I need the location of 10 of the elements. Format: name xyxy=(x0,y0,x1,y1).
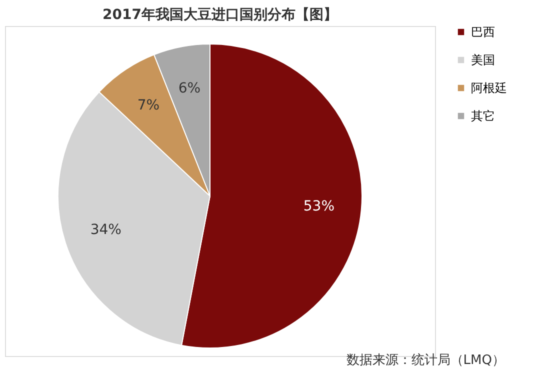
source-note: 数据来源：统计局（LMQ） xyxy=(346,353,505,368)
legend-label: 巴西 xyxy=(471,25,495,39)
data-label: 34% xyxy=(90,222,122,238)
legend-label: 美国 xyxy=(471,53,495,67)
legend-label: 其它 xyxy=(471,109,495,123)
legend-label: 阿根廷 xyxy=(471,81,507,95)
data-label: 7% xyxy=(137,97,160,114)
data-label: 6% xyxy=(178,80,201,96)
chart-title: 2017年我国大豆进口国别分布【图】 xyxy=(102,7,338,23)
data-label: 53% xyxy=(303,198,335,214)
